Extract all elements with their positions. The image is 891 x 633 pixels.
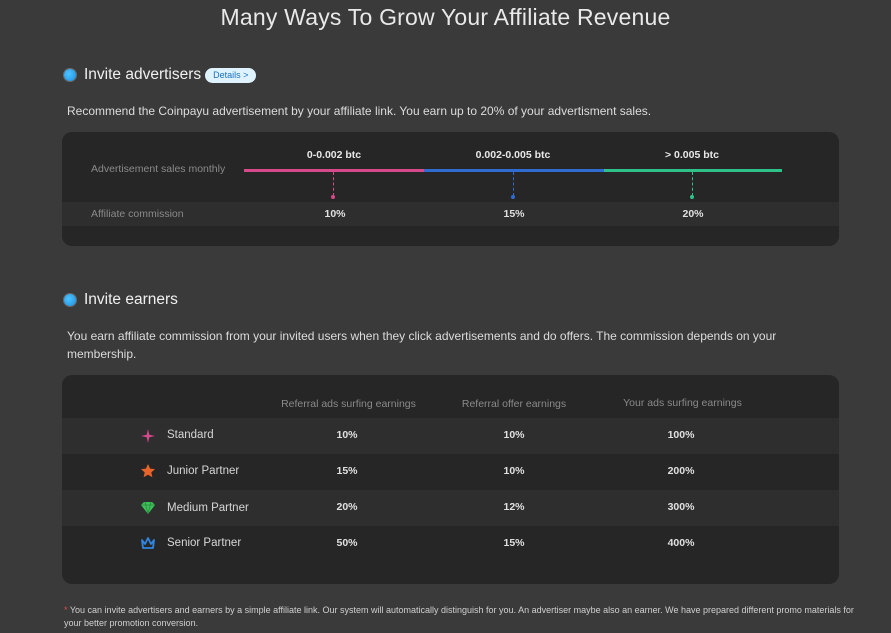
table-row: Senior Partner 50% 15% 400% (62, 526, 839, 562)
bullet-dot-icon (64, 69, 76, 81)
row-name: Standard (167, 429, 214, 441)
footnote-text: You can invite advertisers and earners b… (64, 605, 854, 628)
tier-range-2: 0.002-0.005 btc (475, 149, 551, 161)
crown-icon (141, 537, 155, 549)
row-value-your-ads: 100% (667, 429, 695, 441)
row-value-referral-ads: 50% (336, 537, 358, 549)
sales-row-label: Advertisement sales monthly (91, 163, 226, 175)
row-value-referral-ads: 15% (336, 465, 358, 477)
details-button[interactable]: Details > (205, 67, 257, 83)
star-icon (141, 464, 155, 478)
tier-marker-dot-3 (690, 195, 694, 199)
row-value-referral-offer: 10% (503, 465, 525, 477)
tier-range-1: 0-0.002 btc (306, 149, 362, 161)
row-name: Medium Partner (167, 502, 249, 514)
table-row: Junior Partner 15% 10% 200% (62, 454, 839, 490)
advertisers-description: Recommend the Coinpayu advertisement by … (67, 104, 652, 118)
advertiser-commission-card (62, 132, 839, 246)
column-header-referral-ads: Referral ads surfing earnings (281, 398, 416, 410)
diamond-icon (141, 501, 155, 515)
tier-marker-2 (513, 172, 514, 196)
commission-row-label: Affiliate commission (91, 208, 184, 220)
row-value-referral-offer: 12% (503, 501, 525, 513)
column-header-referral-offer: Referral offer earnings (461, 398, 567, 410)
tier-marker-1 (333, 172, 334, 196)
tier-bar-segment-3 (604, 169, 782, 172)
advertisers-section-header: Invite advertisers Details > (64, 66, 257, 84)
row-name: Junior Partner (167, 465, 240, 477)
row-value-referral-offer: 10% (503, 429, 525, 441)
tier-marker-3 (692, 172, 693, 196)
tier-bar-segment-1 (244, 169, 424, 172)
tier-commission-2: 15% (503, 208, 525, 220)
column-header-your-ads: Your ads surfing earnings (623, 397, 742, 409)
bullet-dot-icon (64, 294, 76, 306)
earner-commission-table (62, 375, 839, 584)
tier-marker-dot-2 (511, 195, 515, 199)
footnote-marker: * (64, 605, 68, 615)
advertisers-heading: Invite advertisers (84, 66, 202, 83)
row-value-your-ads: 200% (667, 465, 695, 477)
row-name: Senior Partner (167, 537, 242, 549)
row-value-referral-offer: 15% (503, 537, 525, 549)
tier-range-3: > 0.005 btc (665, 149, 719, 161)
earners-section-header: Invite earners (64, 291, 178, 309)
earners-heading: Invite earners (84, 291, 178, 308)
row-value-your-ads: 400% (667, 537, 695, 549)
tier-bar-segment-2 (424, 169, 604, 172)
table-row: Medium Partner 20% 12% 300% (62, 490, 839, 526)
tier-commission-3: 20% (682, 208, 704, 220)
row-value-referral-ads: 20% (336, 501, 358, 513)
row-value-your-ads: 300% (667, 501, 695, 513)
page-title: Many Ways To Grow Your Affiliate Revenue (220, 4, 671, 30)
row-value-referral-ads: 10% (336, 429, 358, 441)
table-row: Standard 10% 10% 100% (62, 418, 839, 454)
earners-description: You earn affiliate commission from your … (67, 329, 777, 361)
footnote: * You can invite advertisers and earners… (64, 604, 854, 630)
commission-row-band (62, 202, 839, 226)
tier-commission-1: 10% (324, 208, 346, 220)
sparkle-icon (141, 429, 155, 443)
tier-marker-dot-1 (331, 195, 335, 199)
